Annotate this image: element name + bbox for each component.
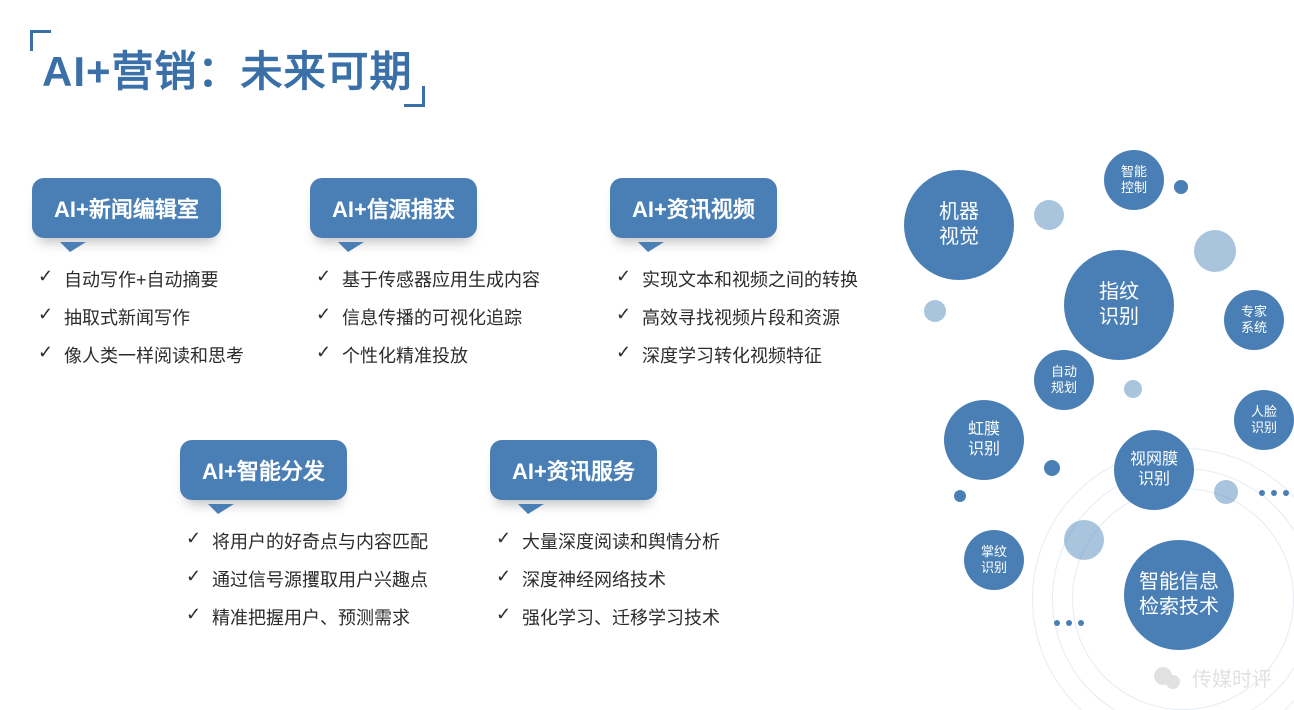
list-item: 基于传感器应用生成内容 — [316, 266, 540, 292]
orb-指纹识别: 指纹 识别 — [1064, 250, 1174, 360]
bubble-label: 资讯服务 — [547, 459, 635, 484]
cloud-dot — [1194, 230, 1236, 272]
list-item: 将用户的好奇点与内容匹配 — [186, 528, 428, 554]
list-item: 强化学习、迁移学习技术 — [496, 604, 720, 630]
corner-tl-icon — [30, 30, 51, 51]
ellipsis-icon — [1054, 620, 1084, 626]
cloud-dot — [1034, 200, 1064, 230]
orb-label: 人脸 识别 — [1251, 404, 1277, 437]
list-item: 通过信号源攫取用户兴趣点 — [186, 566, 428, 592]
bubble-label: 资讯视频 — [667, 197, 755, 222]
ellipsis-icon — [1259, 490, 1289, 496]
orb-label: 智能信息 检索技术 — [1139, 570, 1219, 620]
card-service: AI+资讯服务大量深度阅读和舆情分析深度神经网络技术强化学习、迁移学习技术 — [490, 440, 720, 642]
cloud-dot — [1124, 380, 1142, 398]
wechat-icon — [1154, 665, 1184, 691]
item-list-source: 基于传感器应用生成内容信息传播的可视化追踪个性化精准投放 — [316, 266, 540, 368]
bubble-source: AI+信源捕获 — [310, 178, 477, 238]
card-source: AI+信源捕获基于传感器应用生成内容信息传播的可视化追踪个性化精准投放 — [310, 178, 540, 380]
list-item: 像人类一样阅读和思考 — [38, 342, 244, 368]
bubble-label: 新闻编辑室 — [89, 197, 199, 222]
list-item: 深度神经网络技术 — [496, 566, 720, 592]
item-list-service: 大量深度阅读和舆情分析深度神经网络技术强化学习、迁移学习技术 — [496, 528, 720, 630]
bubble-label: 信源捕获 — [367, 197, 455, 222]
cloud-dot — [1064, 520, 1104, 560]
bubble-prefix: AI+ — [202, 459, 237, 484]
bubble-prefix: AI+ — [632, 197, 667, 222]
bubble-service: AI+资讯服务 — [490, 440, 657, 500]
shadow-icon — [628, 250, 698, 260]
bubble-prefix: AI+ — [54, 197, 89, 222]
bubble-label: 智能分发 — [237, 459, 325, 484]
cloud-dot — [1214, 480, 1238, 504]
orb-智能信息检索技术: 智能信息 检索技术 — [1124, 540, 1234, 650]
page-title-wrap: AI+营销：未来可期 — [30, 30, 425, 107]
watermark: 传媒时评 — [1154, 663, 1272, 692]
item-list-dispatch: 将用户的好奇点与内容匹配通过信号源攫取用户兴趣点精准把握用户、预测需求 — [186, 528, 428, 630]
bubble-prefix: AI+ — [512, 459, 547, 484]
orb-自动规划: 自动 规划 — [1034, 350, 1094, 410]
item-list-video: 实现文本和视频之间的转换高效寻找视频片段和资源深度学习转化视频特征 — [616, 266, 858, 368]
orb-掌纹识别: 掌纹 识别 — [964, 530, 1024, 590]
shadow-icon — [508, 512, 578, 522]
cloud-dot — [924, 300, 946, 322]
shadow-icon — [328, 250, 398, 260]
orb-label: 视网膜 识别 — [1130, 450, 1178, 490]
list-item: 精准把握用户、预测需求 — [186, 604, 428, 630]
bubble-prefix: AI+ — [332, 197, 367, 222]
title-text: AI+营销：未来可期 — [42, 48, 413, 95]
orb-label: 指纹 识别 — [1099, 280, 1139, 330]
orb-label: 专家 系统 — [1241, 304, 1267, 337]
page-title: AI+营销：未来可期 — [30, 30, 425, 107]
corner-br-icon — [404, 86, 425, 107]
list-item: 深度学习转化视频特征 — [616, 342, 858, 368]
list-item: 实现文本和视频之间的转换 — [616, 266, 858, 292]
bubble-video: AI+资讯视频 — [610, 178, 777, 238]
orb-label: 智能 控制 — [1121, 164, 1147, 197]
card-newsroom: AI+新闻编辑室自动写作+自动摘要抽取式新闻写作像人类一样阅读和思考 — [32, 178, 244, 380]
list-item: 个性化精准投放 — [316, 342, 540, 368]
shadow-icon — [198, 512, 268, 522]
orb-视网膜识别: 视网膜 识别 — [1114, 430, 1194, 510]
orb-label: 虹膜 识别 — [968, 420, 1000, 460]
orb-专家系统: 专家 系统 — [1224, 290, 1284, 350]
watermark-text: 传媒时评 — [1192, 663, 1272, 692]
bubble-dispatch: AI+智能分发 — [180, 440, 347, 500]
cloud-dot — [954, 490, 966, 502]
orb-智能控制: 智能 控制 — [1104, 150, 1164, 210]
keyword-cloud: 机器 视觉 智能 控制指纹 识别 专家 系统自动 规划虹膜 识别 人脸 识别视网膜 识… — [864, 120, 1294, 680]
shadow-icon — [50, 250, 120, 260]
item-list-newsroom: 自动写作+自动摘要抽取式新闻写作像人类一样阅读和思考 — [38, 266, 244, 368]
list-item: 信息传播的可视化追踪 — [316, 304, 540, 330]
orb-label: 机器 视觉 — [939, 200, 979, 250]
list-item: 高效寻找视频片段和资源 — [616, 304, 858, 330]
orb-机器视觉: 机器 视觉 — [904, 170, 1014, 280]
orb-人脸识别: 人脸 识别 — [1234, 390, 1294, 450]
cloud-dot — [1044, 460, 1060, 476]
orb-label: 掌纹 识别 — [981, 544, 1007, 577]
cloud-dot — [1174, 180, 1188, 194]
card-video: AI+资讯视频实现文本和视频之间的转换高效寻找视频片段和资源深度学习转化视频特征 — [610, 178, 858, 380]
list-item: 抽取式新闻写作 — [38, 304, 244, 330]
orb-label: 自动 规划 — [1051, 364, 1077, 397]
bubble-newsroom: AI+新闻编辑室 — [32, 178, 221, 238]
card-dispatch: AI+智能分发将用户的好奇点与内容匹配通过信号源攫取用户兴趣点精准把握用户、预测… — [180, 440, 428, 642]
list-item: 自动写作+自动摘要 — [38, 266, 244, 292]
list-item: 大量深度阅读和舆情分析 — [496, 528, 720, 554]
orb-虹膜识别: 虹膜 识别 — [944, 400, 1024, 480]
